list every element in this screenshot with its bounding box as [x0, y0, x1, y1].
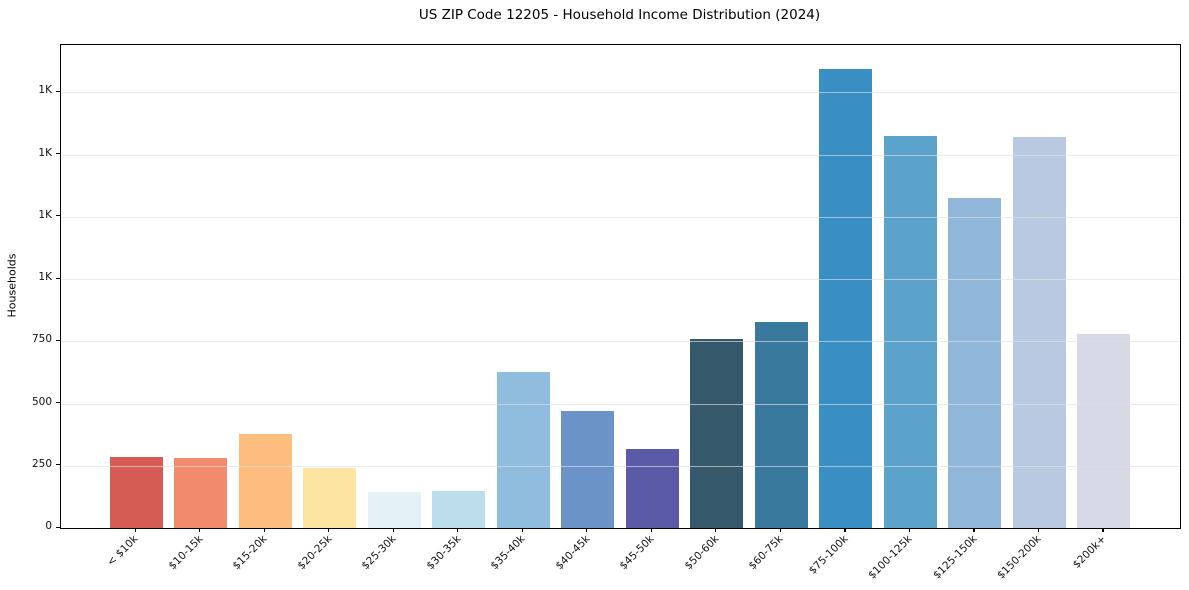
x-tick-mark [199, 528, 201, 532]
y-tick-label: 500 [31, 395, 52, 408]
grid-line [61, 92, 1180, 94]
x-tick-mark [457, 528, 459, 532]
x-tick-label: < $10k [104, 533, 141, 569]
y-tick-mark [56, 464, 60, 466]
y-tick-mark [56, 153, 60, 155]
bar [303, 467, 357, 528]
bar [109, 457, 163, 528]
plot-area [60, 44, 1181, 529]
grid-line [61, 341, 1180, 343]
bar [1012, 137, 1066, 528]
chart-title: US ZIP Code 12205 - Household Income Dis… [418, 7, 821, 23]
y-tick-label: 1K [38, 84, 52, 97]
bar [432, 491, 486, 528]
y-tick-label: 1K [38, 208, 52, 221]
bar [496, 371, 550, 528]
y-tick-label: 750 [31, 333, 52, 346]
x-tick-mark [779, 528, 782, 532]
y-tick-label: 1K [38, 146, 52, 159]
y-tick-mark [56, 526, 60, 528]
bar [754, 322, 808, 528]
bar [948, 197, 1002, 528]
grid-line [61, 216, 1180, 218]
y-tick-mark [56, 90, 60, 92]
x-tick-mark [521, 528, 523, 532]
y-tick-label: 250 [31, 457, 52, 470]
x-tick-mark [844, 528, 846, 532]
y-tick-mark [56, 215, 60, 217]
x-tick-mark [908, 528, 911, 532]
x-tick-mark [134, 528, 136, 532]
x-tick-mark [586, 528, 588, 532]
x-tick-mark [715, 528, 717, 532]
bar [883, 136, 937, 528]
x-tick-mark [973, 528, 975, 532]
bar [625, 448, 679, 528]
y-tick-label: 1K [38, 271, 52, 284]
x-tick-mark [392, 528, 394, 532]
bar [174, 457, 228, 528]
x-tick-mark [1102, 528, 1104, 532]
grid-line [61, 465, 1180, 467]
x-tick-mark [263, 528, 265, 532]
x-tick-mark [650, 528, 652, 532]
y-axis-label: Households [5, 253, 19, 318]
x-tick-mark [328, 528, 330, 532]
grid-line [61, 403, 1180, 405]
grid-line [61, 279, 1180, 281]
y-tick-mark [56, 277, 60, 279]
y-tick-mark [56, 402, 60, 404]
bar [1077, 333, 1131, 528]
y-tick-label: 0 [45, 520, 52, 532]
bar [561, 411, 615, 528]
y-tick-mark [56, 339, 60, 341]
grid-line [61, 154, 1180, 156]
bar [238, 434, 292, 528]
x-tick-mark [1037, 528, 1040, 532]
bar [690, 339, 744, 528]
bar [819, 68, 873, 528]
bar [367, 492, 421, 528]
